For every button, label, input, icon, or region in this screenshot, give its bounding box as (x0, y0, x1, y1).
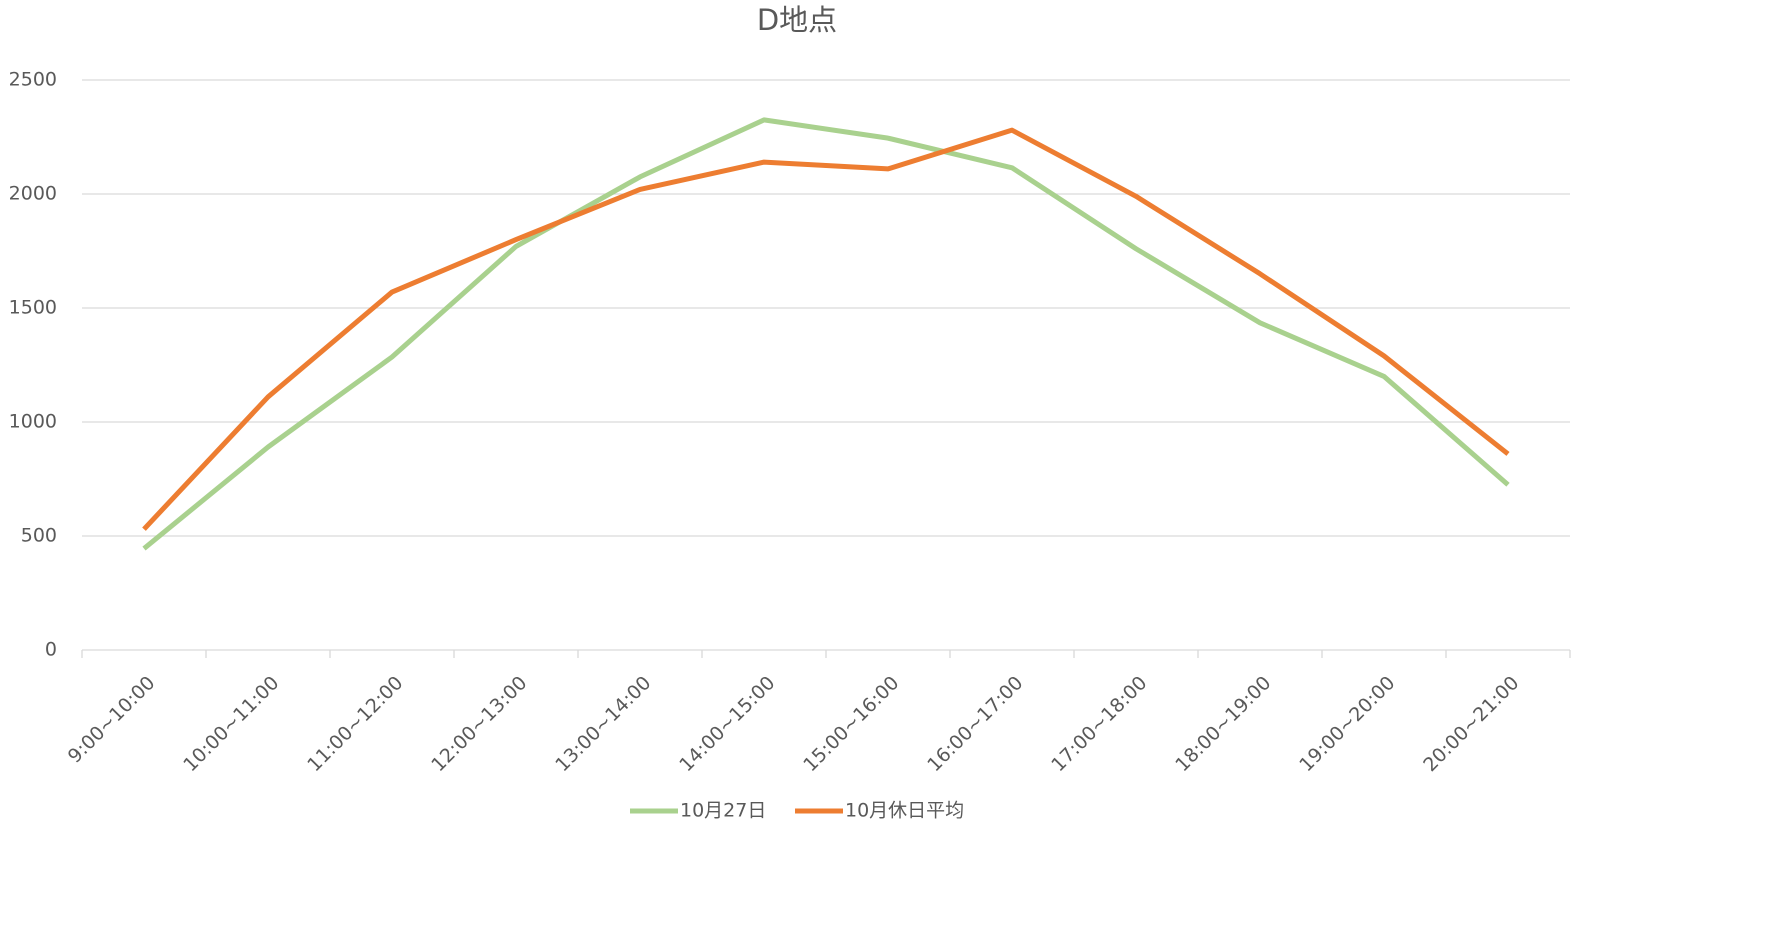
x-tick-label: 13:00~14:00 (551, 672, 655, 776)
legend-label: 10月27日 (680, 800, 766, 822)
x-tick-label: 12:00~13:00 (427, 672, 531, 776)
x-tick-label: 18:00~19:00 (1171, 672, 1275, 776)
legend-label: 10月休日平均 (845, 800, 964, 822)
x-tick-label: 14:00~15:00 (675, 672, 779, 776)
x-tick-label: 11:00~12:00 (303, 672, 407, 776)
chart-title: D地点 (757, 3, 837, 37)
y-tick-label: 1000 (9, 411, 57, 433)
y-tick-label: 1500 (9, 297, 57, 319)
x-tick-label: 9:00~10:00 (64, 672, 160, 768)
y-tick-label: 2000 (9, 183, 57, 205)
x-tick-label: 16:00~17:00 (923, 672, 1027, 776)
series-line (142, 117, 1510, 551)
y-tick-label: 500 (21, 525, 57, 547)
x-tick-label: 20:00~21:00 (1419, 672, 1523, 776)
series-line (142, 127, 1510, 531)
x-tick-label: 19:00~20:00 (1295, 672, 1399, 776)
y-tick-label: 2500 (9, 69, 57, 91)
y-tick-label: 0 (45, 639, 57, 661)
x-tick-label: 17:00~18:00 (1047, 672, 1151, 776)
x-tick-label: 15:00~16:00 (799, 672, 903, 776)
x-tick-label: 10:00~11:00 (179, 672, 283, 776)
